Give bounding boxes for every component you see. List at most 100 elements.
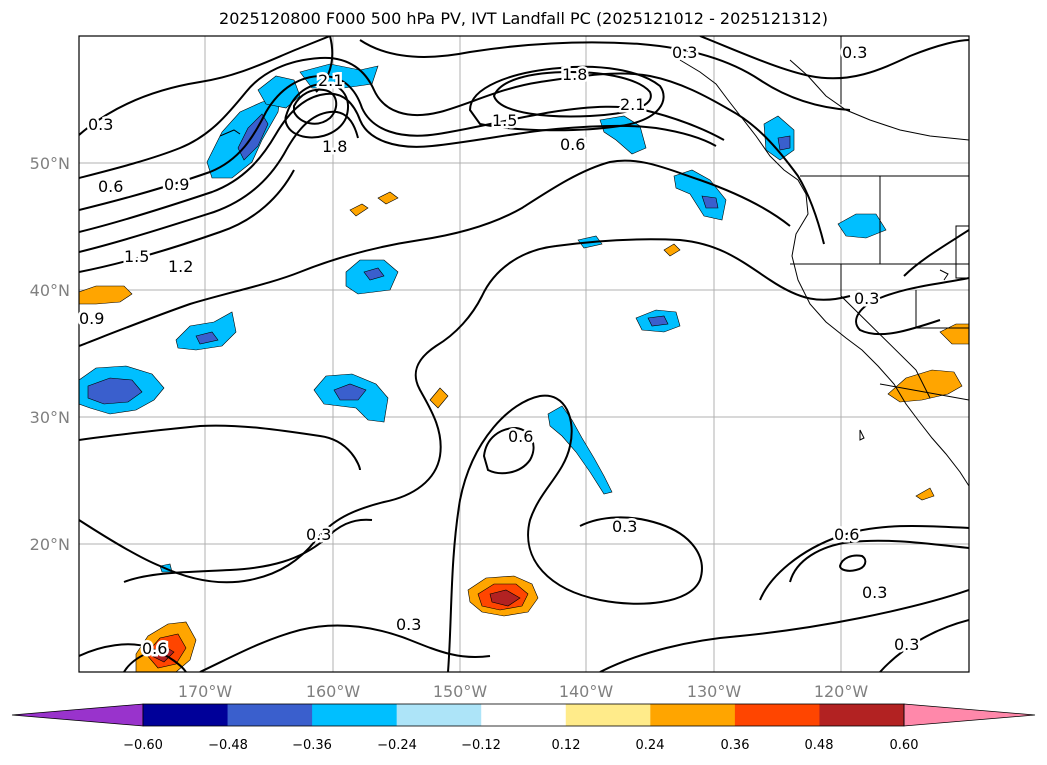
negative-patch (195, 331, 219, 345)
negative-patch (547, 405, 613, 495)
contour-label: 0.6 (834, 525, 859, 544)
positive-patch (489, 589, 521, 607)
contour-label: 0.3 (306, 525, 331, 544)
lon-label: 160°W (306, 682, 361, 701)
colorbar-segments (11, 703, 1036, 727)
pv-contour-line (468, 65, 665, 132)
pv-contour-line (879, 619, 969, 672)
coastline-canada (789, 59, 969, 141)
latitude-labels: 50°N 40°N 30°N 20°N (30, 154, 70, 554)
negative-patch (175, 311, 237, 351)
positive-patch (349, 203, 369, 217)
lat-label: 50°N (30, 154, 70, 173)
map-title: 2025120800 F000 500 hPa PV, IVT Landfall… (219, 9, 828, 28)
contour-label: 0.3 (612, 517, 637, 536)
contour-label: 1.8 (562, 65, 587, 84)
pv-contour-line (759, 524, 969, 601)
pv-contour-line (284, 82, 349, 139)
state-boundary (915, 290, 969, 329)
state-boundary (955, 225, 969, 279)
lat-label: 40°N (30, 281, 70, 300)
positive-patch (915, 487, 935, 501)
positive-patch (887, 369, 963, 403)
colorbar: −0.60 −0.48 −0.36 −0.24 −0.12 0.12 0.24 … (11, 703, 1036, 753)
pv-contour-line (79, 74, 725, 211)
contour-label: 0.3 (854, 289, 879, 308)
contour-label: 2.1 (318, 71, 343, 90)
negative-patch (777, 135, 791, 151)
colorbar-frame (142, 703, 905, 727)
island-coastline (219, 129, 241, 137)
colorbar-tick-label: −0.36 (292, 738, 332, 753)
colorbar-segment (565, 704, 651, 726)
negative-patch (333, 383, 367, 401)
colorbar-segment (481, 704, 567, 726)
positive-patch (377, 191, 399, 205)
colorbar-segment (312, 704, 398, 726)
pv-contour-line (699, 36, 969, 80)
negative-patch (647, 315, 669, 327)
negative-patch (701, 195, 719, 209)
negative-patch (257, 75, 301, 109)
island-coastline (939, 269, 949, 281)
pv-contour-line (482, 426, 535, 475)
pv-contour-line (79, 56, 825, 245)
pv-contour-line (293, 88, 338, 125)
pv-contour-line (359, 39, 851, 111)
negative-patch (237, 113, 269, 161)
lat-label: 20°N (30, 535, 70, 554)
pv-contour-line (79, 424, 361, 471)
pv-contours (79, 36, 969, 672)
pv-contour-line (447, 394, 703, 672)
contour-label: 0.3 (842, 43, 867, 62)
negative-patch (837, 213, 887, 239)
contour-label: 1.2 (168, 257, 193, 276)
pv-contour-line (79, 169, 295, 273)
map-panel (79, 36, 969, 672)
contour-label: 0.3 (894, 635, 919, 654)
negative-patch (363, 267, 385, 281)
pv-contour-line (79, 92, 717, 233)
pv-contour-line (492, 70, 652, 118)
pv-contour-line (315, 36, 334, 93)
colorbar-tick-label: −0.60 (123, 738, 163, 753)
gridlines (79, 36, 969, 672)
pv-contour-line (79, 36, 331, 136)
pv-contour-line (903, 229, 969, 277)
colorbar-tick-label: 0.24 (636, 738, 665, 753)
contour-label: 1.5 (492, 111, 517, 130)
positive-patch (429, 387, 449, 409)
contour-label: 0.6 (98, 177, 123, 196)
pv-contour-line (79, 110, 359, 253)
pv-contour-line (599, 589, 969, 672)
contour-label: 0.3 (396, 615, 421, 634)
contour-label: 0.6 (560, 135, 585, 154)
colorbar-tick-label: 0.12 (552, 738, 581, 753)
colorbar-tick-label: −0.24 (377, 738, 417, 753)
colorbar-tick-label: −0.12 (461, 738, 501, 753)
lon-label: 130°W (687, 682, 742, 701)
colorbar-segment (143, 704, 229, 726)
colorbar-tick-label: 0.36 (721, 738, 750, 753)
colorbar-tick-label: −0.48 (208, 738, 248, 753)
contour-label: 0.6 (508, 427, 533, 446)
contour-label: 2.1 (620, 95, 645, 114)
contour-label: 1.5 (124, 247, 149, 266)
pv-contour-line (199, 624, 491, 672)
coastlines (219, 36, 969, 487)
colorbar-tick-label: 0.60 (890, 738, 919, 753)
pv-contour-line (79, 238, 851, 584)
colorbar-segment (396, 704, 482, 726)
positive-pc-patches (79, 191, 969, 672)
colorbar-segment (227, 704, 313, 726)
colorbar-extend-max (903, 703, 1036, 727)
state-boundary (879, 383, 969, 401)
lon-label: 120°W (814, 682, 869, 701)
island-coastline (859, 429, 865, 441)
contour-label: 0.9 (164, 175, 189, 194)
pv-contour-line (789, 539, 969, 583)
pv-contour-line (123, 518, 373, 583)
contour-label: 0.9 (79, 309, 104, 328)
positive-patch (79, 285, 133, 305)
